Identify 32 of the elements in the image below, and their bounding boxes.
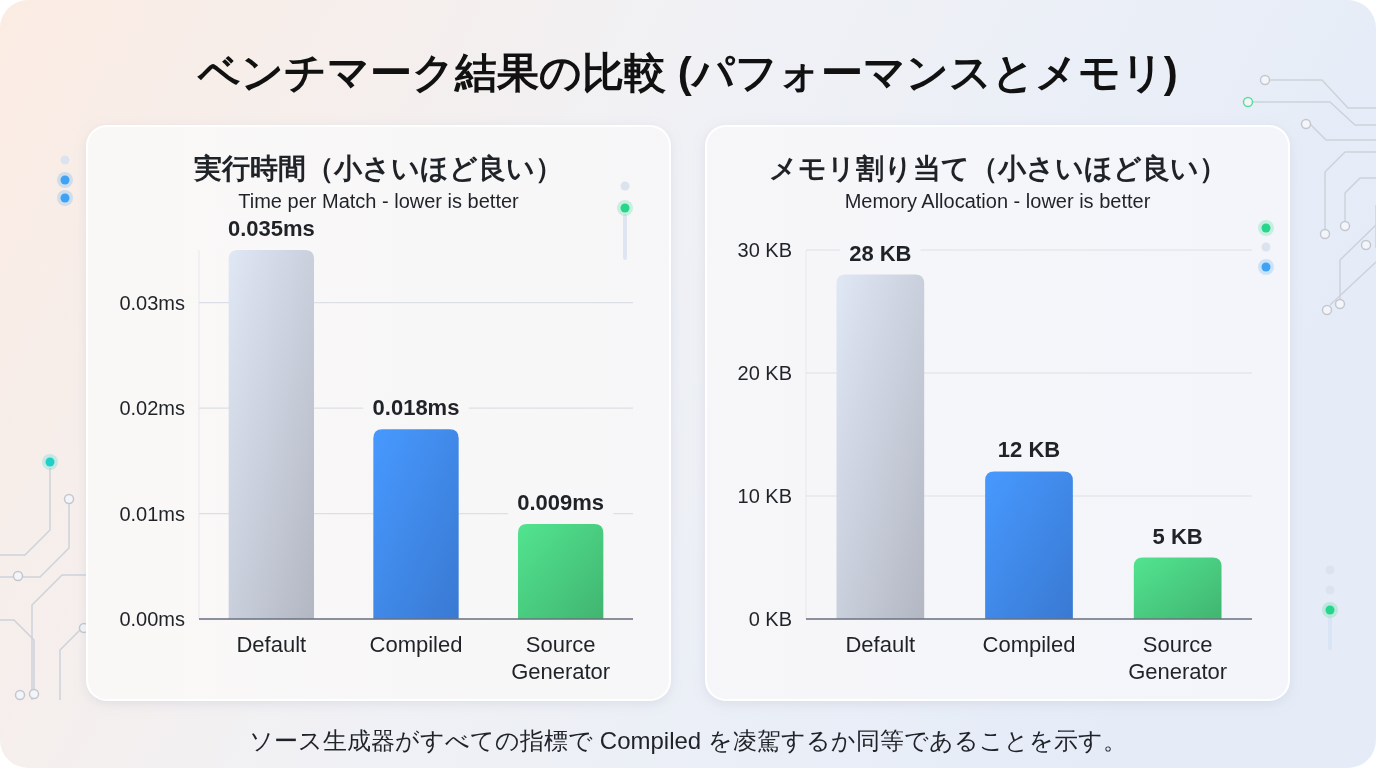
text: ベンチマーク結果の比較 (パフォーマンスとメモリ) (197, 49, 1178, 96)
bar (836, 274, 925, 619)
y-tick-label: 0.02ms (119, 397, 185, 420)
bar (1133, 557, 1222, 619)
y-tick-label: 20 KB (737, 362, 792, 384)
chart-title: メモリ割り当て（小さいほど良い） (768, 153, 1227, 184)
chart-subtitle: Time per Match - lower is better (238, 190, 520, 212)
data-label: 5 KB (1152, 523, 1203, 549)
text: ソース生成器がすべての指標で Compiled を凌駕するか同等であることを示す。 (249, 727, 1127, 754)
data-label: 12 KB (997, 437, 1061, 463)
chart-title: 実行時間（小さいほど良い） (193, 153, 563, 184)
y-tick-label: 0.03ms (119, 291, 185, 314)
x-tick-label: Compiled (982, 632, 1076, 657)
x-tick-label: Compiled (369, 632, 463, 657)
y-tick-label: 30 KB (737, 239, 792, 261)
y-tick-label: 0 KB (748, 608, 792, 630)
data-label: 0.009ms (517, 490, 605, 516)
y-tick-label: 0.00ms (119, 608, 185, 630)
bar (985, 471, 1073, 619)
bar (373, 429, 459, 619)
data-label: 0.035ms (227, 216, 315, 241)
x-tick-label: Source Generator (511, 632, 611, 684)
bar (517, 524, 604, 619)
x-tick-label: Default (845, 632, 916, 657)
x-tick-label: Default (236, 632, 307, 657)
y-tick-label: 10 KB (737, 485, 792, 507)
bar (228, 250, 315, 619)
y-tick-label: 0.01ms (119, 502, 185, 525)
data-label: 28 KB (849, 240, 912, 266)
x-tick-label: Source Generator (1128, 632, 1228, 684)
data-label: 0.018ms (372, 395, 460, 421)
chart-subtitle: Memory Allocation - lower is better (844, 190, 1151, 212)
